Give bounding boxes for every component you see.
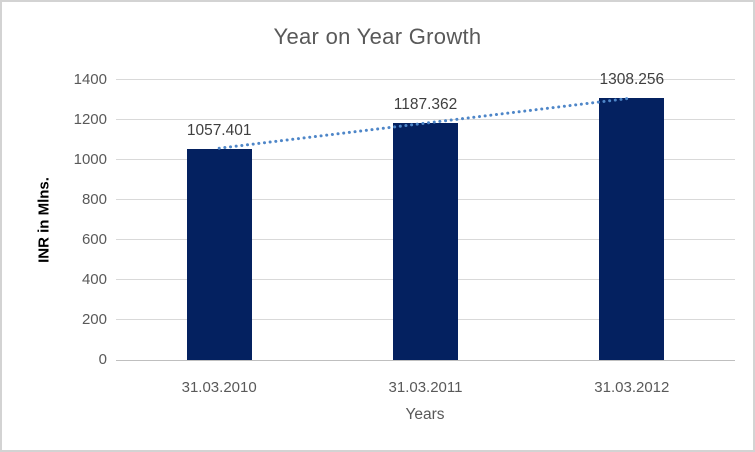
x-tick-label: 31.03.2011	[388, 379, 463, 396]
chart-title: Year on Year Growth	[273, 24, 482, 49]
bar-31.03.2011	[393, 122, 458, 360]
y-tick-label: 1200	[73, 111, 107, 128]
x-tick-label: 31.03.2012	[594, 379, 670, 396]
x-axis-line	[116, 360, 735, 361]
plot-area: 1057.401 1187.362 1308.256	[116, 71, 735, 361]
bar-data-label: 1187.362	[393, 95, 458, 113]
bar-data-label: 1057.401	[186, 121, 252, 139]
bar-31.03.2012	[599, 98, 665, 360]
y-tick-label: 800	[81, 191, 107, 208]
trendline	[217, 96, 634, 150]
y-tick-label: 1000	[73, 151, 107, 168]
x-tick-label: 31.03.2010	[181, 379, 257, 396]
y-tick-label: 600	[81, 231, 107, 248]
bar-31.03.2010	[186, 148, 252, 360]
y-tick-label: 400	[81, 271, 107, 288]
y-tick-label: 0	[98, 351, 107, 368]
bar-data-label: 1308.256	[599, 71, 665, 89]
y-gridline	[116, 119, 735, 120]
y-axis-title: INR in Mlns.	[35, 177, 53, 263]
y-tick-label: 200	[81, 311, 107, 328]
y-gridline	[116, 79, 735, 80]
x-axis-title: Years	[405, 406, 445, 423]
y-tick-label: 1400	[73, 71, 107, 88]
